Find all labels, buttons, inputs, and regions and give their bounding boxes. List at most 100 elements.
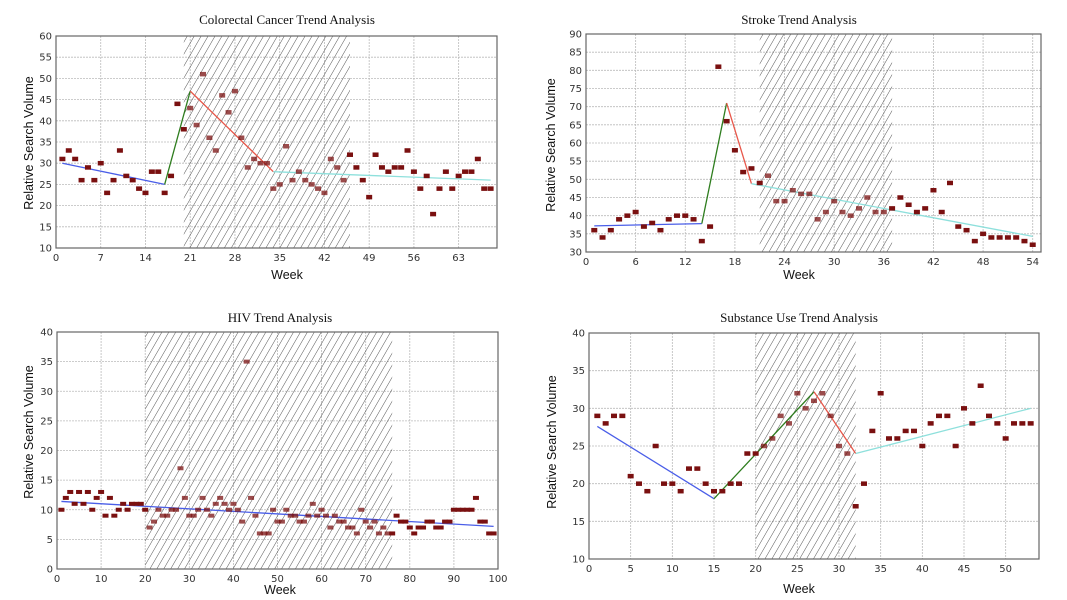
data-point [798, 191, 805, 197]
data-point [474, 156, 481, 162]
data-point [164, 513, 171, 518]
data-point [133, 501, 140, 506]
data-point [136, 186, 143, 191]
data-point [487, 186, 494, 191]
data-point [977, 383, 984, 388]
y-tick-label: 90 [569, 30, 582, 41]
data-point [331, 513, 338, 518]
chart-title: Substance Use Trend Analysis [720, 310, 878, 325]
y-tick-label: 45 [569, 193, 582, 204]
data-point [436, 186, 443, 191]
data-point [296, 519, 303, 524]
data-point [78, 177, 85, 183]
x-tick-label: 0 [54, 574, 60, 585]
y-tick-label: 35 [572, 366, 585, 377]
plot-frame [56, 331, 499, 570]
y-tick-label: 60 [39, 32, 52, 43]
data-point [128, 501, 135, 506]
y-tick-label: 15 [40, 476, 53, 487]
x-tick-label: 49 [363, 253, 376, 264]
y-tick-label: 60 [569, 139, 582, 150]
data-point [980, 231, 987, 237]
y-tick-label: 20 [572, 479, 585, 490]
substance-chart: Substance Use Trend Analysis Week Relati… [545, 310, 1040, 596]
data-point [707, 224, 714, 229]
data-point [231, 88, 238, 94]
data-point [794, 391, 801, 396]
data-point [359, 177, 366, 183]
data-point [289, 177, 296, 183]
x-tick-label: 42 [318, 253, 331, 264]
hiv-chart: HIV Trend Analysis Week Relative Search … [22, 310, 508, 597]
data-point [353, 531, 360, 536]
x-tick-label: 35 [874, 564, 887, 575]
data-point [340, 519, 347, 524]
y-tick-label: 45 [39, 95, 52, 106]
y-tick-label: 15 [39, 222, 52, 233]
data-point [611, 413, 617, 419]
y-axis-label: Relative Search Volume [22, 76, 36, 209]
x-tick-label: 24 [778, 257, 791, 268]
data-point [847, 213, 854, 218]
data-point [468, 507, 475, 512]
data-point [919, 443, 926, 449]
data-point [624, 213, 631, 218]
data-point [955, 224, 962, 229]
data-point [894, 436, 901, 441]
x-tick-label: 36 [877, 257, 890, 268]
data-point [239, 519, 246, 524]
trend-line-rise [164, 90, 191, 185]
data-point [636, 481, 642, 486]
data-point [305, 513, 312, 518]
data-point [872, 209, 879, 215]
data-point [877, 391, 884, 396]
data-point [811, 398, 817, 404]
data-point [98, 489, 105, 494]
data-point [323, 513, 330, 518]
x-tick-label: 42 [927, 257, 940, 268]
data-point [698, 238, 705, 244]
y-tick-label: 50 [39, 74, 52, 85]
y-tick-label: 40 [569, 211, 582, 222]
data-point [806, 191, 813, 197]
data-point [327, 156, 334, 162]
data-point [450, 507, 457, 512]
data-point [384, 531, 391, 536]
y-tick-label: 10 [40, 505, 53, 516]
data-point [406, 525, 413, 530]
data-point [72, 156, 79, 162]
trend-line-rise [701, 102, 728, 224]
data-point [947, 180, 953, 186]
data-point [309, 501, 316, 506]
y-tick-label: 65 [569, 120, 582, 131]
x-tick-label: 60 [315, 574, 328, 585]
data-point [632, 209, 639, 215]
x-tick-label: 50 [999, 564, 1012, 575]
y-tick-label: 40 [39, 116, 52, 127]
data-point [856, 206, 862, 211]
plot-frame [585, 33, 1042, 253]
data-point [594, 413, 601, 419]
data-point [219, 93, 226, 98]
data-point [731, 148, 738, 153]
data-point [607, 227, 614, 233]
data-point [243, 359, 250, 364]
trend-line-pre [594, 223, 702, 227]
data-point [221, 501, 228, 506]
y-axis-label: Relative Search Volume [544, 78, 558, 211]
data-point [952, 443, 959, 449]
x-tick-label: 25 [791, 564, 804, 575]
data-point [270, 186, 277, 191]
data-point [836, 443, 842, 449]
data-point [263, 160, 270, 166]
data-point [936, 413, 942, 419]
x-tick-label: 48 [977, 257, 990, 268]
data-point [358, 507, 365, 512]
data-point [67, 489, 74, 494]
data-point [327, 525, 334, 530]
data-point [694, 466, 701, 471]
data-point [769, 436, 776, 441]
data-point [880, 209, 887, 215]
data-point [682, 213, 689, 218]
data-point [212, 501, 219, 506]
